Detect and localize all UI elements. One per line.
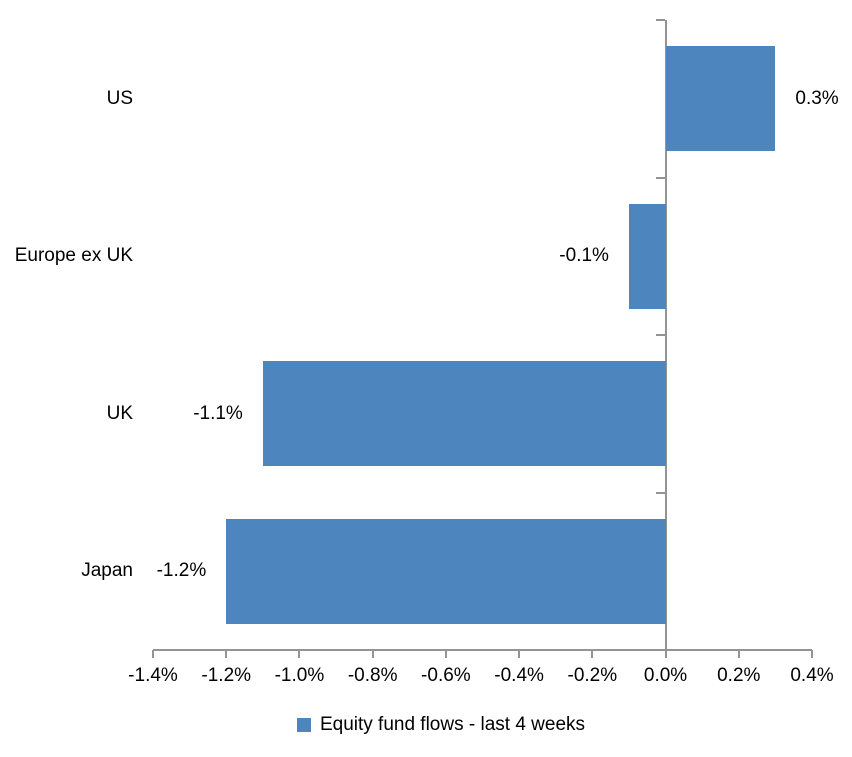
data-label-uk: -1.1%: [193, 402, 243, 424]
value-axis-tick: [737, 650, 740, 658]
value-axis-tick-label: -0.4%: [494, 665, 544, 686]
value-axis-tick: [591, 650, 594, 658]
value-axis-tick: [444, 650, 447, 658]
category-label-us: US: [106, 87, 133, 109]
value-axis-tick: [225, 650, 228, 658]
category-label-japan: Japan: [81, 560, 133, 582]
category-axis-tick: [655, 19, 665, 21]
category-label-europe-ex-uk: Europe ex UK: [14, 245, 133, 267]
value-axis-tick-label: -1.4%: [128, 665, 178, 686]
value-axis-tick: [811, 650, 813, 658]
category-axis-tick: [655, 176, 665, 179]
value-axis-tick-label: -0.6%: [421, 665, 471, 686]
value-axis-tick-label: -1.2%: [201, 665, 252, 686]
legend-swatch-icon: [296, 718, 311, 732]
bar-uk: [262, 361, 666, 467]
data-label-japan: -1.2%: [156, 560, 207, 582]
value-axis-tick-label: 0.2%: [717, 665, 761, 686]
category-axis-tick: [655, 491, 665, 494]
category-axis-tick: [655, 334, 665, 336]
category-axis-line: [664, 20, 667, 650]
value-axis-tick: [298, 650, 301, 658]
value-axis-tick-label: -1.0%: [274, 665, 325, 686]
legend: Equity fund flows - last 4 weeks: [0, 714, 852, 736]
value-axis-tick: [664, 650, 667, 658]
bar-us: [665, 46, 776, 152]
value-axis-tick-label: -0.2%: [567, 665, 618, 686]
value-axis-tick-label: 0.4%: [790, 665, 834, 686]
category-axis-tick: [655, 649, 665, 651]
data-label-us: 0.3%: [795, 87, 839, 109]
value-axis-tick: [518, 650, 521, 658]
value-axis-tick-label: -0.8%: [347, 665, 398, 686]
value-axis-tick-label: 0.0%: [643, 665, 688, 686]
category-label-uk: UK: [106, 402, 133, 424]
value-axis-tick: [152, 650, 154, 658]
bar-europe-ex-uk: [628, 203, 666, 309]
value-axis-tick: [371, 650, 374, 658]
value-axis-line: [153, 649, 812, 651]
legend-label: Equity fund flows - last 4 weeks: [319, 714, 586, 735]
bar-japan: [226, 518, 666, 624]
data-label-europe-ex-uk: -0.1%: [559, 245, 609, 267]
